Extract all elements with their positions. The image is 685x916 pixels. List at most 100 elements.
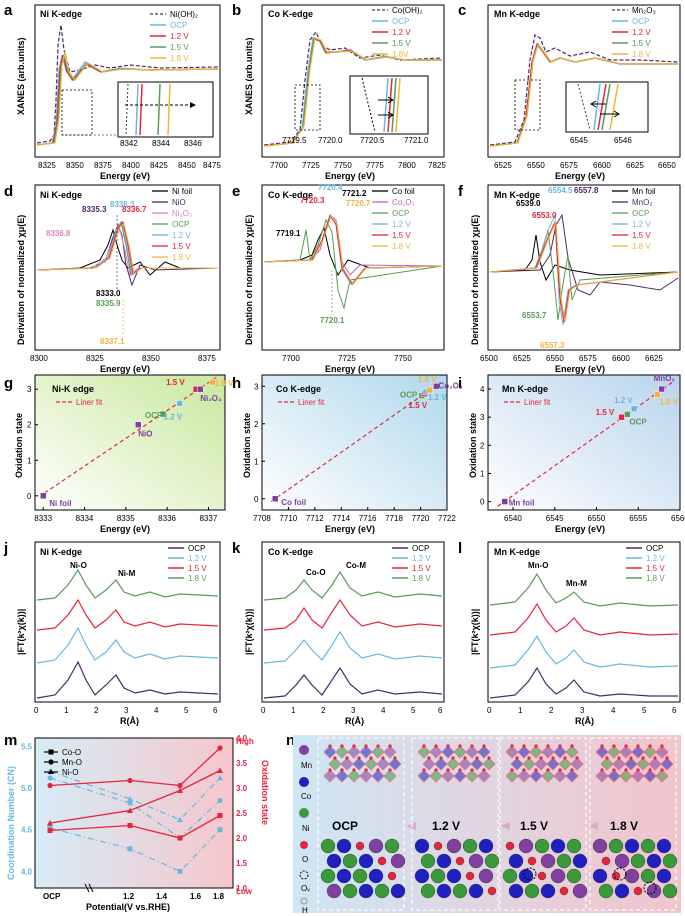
x-axis-label: R(Å) (120, 716, 139, 726)
atom-sphere (320, 868, 336, 884)
o-atom (558, 768, 562, 772)
o-atom (422, 744, 426, 748)
ni-atom-icon (299, 808, 309, 818)
legend-label: Ni₂O₃ (172, 209, 192, 218)
peak-label: Ni-M (118, 569, 136, 578)
data-point (217, 775, 223, 781)
stage-label: 1.2 V (432, 819, 460, 833)
polyhedron (541, 745, 555, 759)
data-point (658, 385, 665, 393)
polyhedron (359, 769, 373, 783)
tick: 7700 (270, 161, 288, 170)
plot-frame (261, 4, 445, 158)
o-atom (381, 756, 385, 760)
polyhedron (541, 769, 555, 783)
point-label: OCP (400, 391, 418, 400)
atom-sphere (624, 838, 640, 854)
tick: 6 (213, 706, 218, 715)
tick: 2 (549, 706, 554, 715)
annotation: 6553.0 (532, 211, 557, 220)
x-ticks: 8325 8350 8375 8400 8425 8450 8475 (38, 161, 221, 170)
y-tick-label: 3 (254, 382, 259, 391)
tick: 8375 (198, 354, 216, 363)
panel-title: Mn K-edge (494, 190, 540, 200)
polyhedron (371, 745, 385, 759)
data-point (624, 411, 631, 418)
polyhedron (482, 757, 496, 771)
o-atom (641, 756, 645, 760)
o-atom (558, 744, 562, 748)
o-atom (463, 756, 467, 760)
data-point (217, 813, 223, 818)
atom-sphere (355, 841, 365, 851)
atom-sphere (336, 868, 352, 884)
inset (565, 81, 649, 133)
o-atom (510, 744, 514, 748)
polyhedron (619, 745, 633, 759)
atom-sphere (352, 868, 368, 884)
o-atom (422, 768, 426, 772)
o-atom (482, 768, 486, 772)
legend-label: 1.8 V (170, 54, 189, 63)
annotation: 7720.4 (318, 183, 343, 192)
o-atom (563, 756, 567, 760)
y-tick-label: 2 (480, 441, 485, 450)
atom-sphere (387, 871, 397, 881)
o-atom (570, 768, 574, 772)
y-axis-label: Derivation of normalized χμ(E) (470, 215, 480, 345)
o-atom (352, 768, 356, 772)
o-atom (665, 756, 669, 760)
point-label: MnO₂ (654, 374, 676, 383)
polyhedron (505, 745, 519, 759)
y-tick-right: 1.0 (236, 884, 248, 893)
legend-label: OCP (646, 544, 663, 553)
polyhedron (441, 769, 455, 783)
atom-sphere (630, 853, 646, 869)
o-atom (439, 756, 443, 760)
panel-letter: n (286, 732, 295, 749)
polyhedron (441, 745, 455, 759)
x-tick-label: 7718 (385, 514, 403, 523)
y-axis-label: Derivation of normalized χμ(E) (244, 215, 254, 345)
y-tick-right: 3.5 (236, 759, 248, 768)
polyhedron (624, 757, 638, 771)
o-atom (534, 744, 538, 748)
o-atom (648, 744, 652, 748)
tick: 4 (381, 706, 386, 715)
o-atom (364, 744, 368, 748)
panel-title: Co K-edge (268, 190, 313, 200)
polyhedron (417, 745, 431, 759)
legend-label: Mn₂O₃ (632, 6, 656, 15)
atom-sphere (624, 868, 640, 884)
annotation: 6557.3 (540, 341, 565, 350)
o-atom (345, 756, 349, 760)
atom-sphere (430, 868, 446, 884)
o-atom-icon (300, 841, 308, 849)
fit-legend: Liner fit (524, 398, 551, 407)
legend: Mn₂O₃ OCP 1.2 V 1.5 V 1.8 V (612, 6, 656, 59)
atom-sphere (358, 883, 374, 899)
polyhedron (429, 745, 443, 759)
x-tick-label: 8337 (199, 514, 217, 523)
legend-label: Mn-O (62, 758, 82, 767)
polyhedron (388, 757, 402, 771)
o-atom (376, 744, 380, 748)
y-tick-label: 3 (480, 413, 485, 422)
panel-title: Co K-edge (268, 547, 313, 557)
atom-sphere (524, 883, 540, 899)
x-tick-label: 7708 (253, 514, 271, 523)
atom-sphere (572, 883, 588, 899)
o-atom (546, 768, 550, 772)
y-axis-label: |FT(k²χ(k))| (16, 609, 26, 655)
atom-sphere (556, 853, 572, 869)
polyhedron (465, 769, 479, 783)
inset-tick: 7721.0 (404, 136, 429, 145)
atom-sphere (436, 853, 452, 869)
tick: 6525 (494, 161, 512, 170)
panel-letter: c (458, 2, 466, 19)
data-point (127, 800, 133, 806)
atom-sphere (656, 838, 672, 854)
panel-letter: i (458, 375, 462, 392)
legend-label: OCP (392, 17, 409, 26)
atom-sphere (320, 838, 336, 854)
